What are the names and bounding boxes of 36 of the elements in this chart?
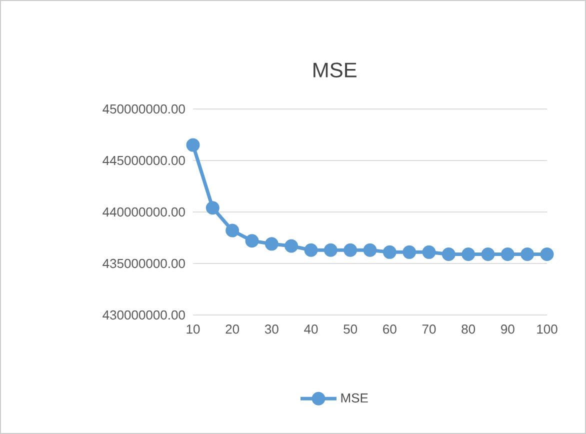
x-tick-label: 60 [383, 324, 396, 334]
point [442, 247, 456, 261]
point [500, 247, 514, 261]
point [540, 247, 554, 261]
point [264, 237, 278, 251]
y-tick-label: 440000000.00 [102, 207, 185, 217]
point [462, 247, 476, 261]
chart-title: MSE [314, 62, 356, 78]
point [304, 243, 318, 257]
x-tick-label: 50 [344, 324, 358, 334]
point [226, 224, 240, 238]
y-tick-label: 450000000.00 [102, 104, 185, 114]
point [245, 234, 259, 248]
y-tick-label: 430000000.00 [102, 310, 185, 320]
point [363, 243, 377, 257]
y-tick-label: 445000000.00 [102, 156, 185, 166]
point [324, 243, 338, 257]
point [422, 245, 436, 259]
point [402, 245, 416, 259]
point [206, 201, 220, 215]
point [481, 247, 495, 261]
x-tick-label: 90 [501, 324, 514, 334]
point [382, 245, 396, 259]
x-tick-label: 70 [422, 324, 436, 334]
point [344, 243, 358, 257]
x-tick-label: 80 [462, 324, 476, 334]
y-tick-label: 435000000.00 [102, 258, 185, 268]
point [186, 138, 200, 152]
x-tick-label: 10 [186, 324, 200, 334]
legend-label: MSE [341, 393, 368, 403]
x-tick-label: 30 [264, 324, 278, 334]
x-tick-label: 100 [537, 324, 558, 334]
point [284, 239, 298, 253]
x-tick-label: 40 [304, 324, 318, 334]
point [520, 247, 534, 261]
x-tick-label: 20 [226, 324, 240, 334]
